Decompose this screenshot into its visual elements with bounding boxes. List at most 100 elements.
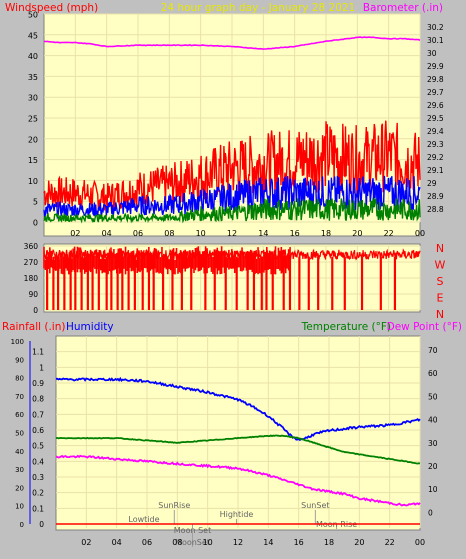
annotation-label: MoonSet	[175, 538, 210, 547]
compass-label: E	[437, 292, 444, 305]
humidity-tick-label: 70	[15, 393, 24, 401]
wind-series	[43, 36, 421, 224]
rainfall-tick-label: 1	[39, 363, 44, 372]
temperature-tick-label: 0	[428, 508, 433, 517]
wind-tick-label: 25	[28, 115, 38, 124]
wind-tick-label: 30	[28, 94, 38, 103]
wind-y-axis-ticks: 0 5 10 15 20 25 30 35 40 45 50	[28, 11, 38, 228]
wind-tick-label: 20	[28, 135, 38, 144]
rainfall-tick-label: 0.9	[32, 379, 44, 388]
temperature-line	[55, 434, 421, 465]
humidity-tick-label: 90	[15, 356, 24, 364]
barometer-axis-label: Barometer (.in)	[363, 2, 443, 14]
temperature-axis-label: Temperature (°F)	[301, 321, 391, 333]
x-tick-label: 06	[142, 538, 152, 547]
graph-title: 24 hour graph day - January 28 2021	[161, 2, 356, 14]
humidity-tick-label: 0	[20, 521, 24, 529]
wind-tick-label: 45	[28, 31, 38, 40]
x-tick-label: 02	[70, 229, 80, 238]
x-tick-label: 08	[164, 229, 174, 238]
windspeed-average-line	[43, 175, 421, 220]
x-tick-label: 16	[294, 538, 304, 547]
rainfall-tick-label: 0.4	[32, 457, 44, 466]
compass-label: N	[436, 308, 444, 321]
humidity-tick-label: 100	[11, 338, 24, 346]
temperature-tick-label: 50	[428, 392, 438, 401]
barometer-tick-label: 29.4	[427, 127, 444, 136]
barometer-tick-label: 30.1	[427, 36, 444, 45]
temperature-series	[55, 376, 421, 525]
x-tick-label: 20	[354, 538, 364, 547]
humidity-tick-label: 40	[15, 448, 24, 456]
barometer-tick-label: 29.6	[427, 101, 444, 110]
rainfall-tick-label: 0	[39, 520, 44, 529]
wind-tick-label: 0	[33, 219, 38, 228]
rainfall-tick-label: 1.1	[32, 348, 44, 357]
x-tick-label: 04	[112, 538, 122, 547]
barometer-tick-label: 29.1	[427, 166, 444, 175]
compass-label: N	[436, 242, 444, 255]
rainfall-tick-label: 0.1	[32, 504, 44, 513]
x-tick-label: 20	[352, 229, 362, 238]
barometer-tick-label: 29.2	[427, 153, 444, 162]
barometer-line	[43, 36, 421, 50]
direction-series	[43, 246, 421, 310]
annotation-label: Lowtide	[128, 515, 159, 524]
x-tick-label: 10	[196, 229, 206, 238]
humidity-tick-label: 50	[15, 430, 24, 438]
x-tick-label: 06	[133, 229, 143, 238]
x-tick-label: 22	[384, 229, 394, 238]
rainfall-axis-label: Rainfall (.in)	[2, 321, 65, 333]
wind-tick-label: 50	[28, 11, 38, 20]
barometer-tick-label: 30	[427, 49, 437, 58]
temperature-tick-label: 10	[428, 485, 438, 494]
x-tick-label: 12	[233, 538, 243, 547]
temperature-tick-label: 70	[428, 346, 438, 355]
humidity-y-axis-ticks: 0 10 20 30 40 50 60 70 80 90 100	[11, 338, 31, 529]
barometer-tick-label: 28.8	[427, 205, 444, 214]
wind-tick-label: 35	[28, 73, 38, 82]
direction-tick-label: 360	[24, 242, 39, 251]
barometer-tick-label: 29.9	[427, 62, 444, 71]
x-tick-label: 22	[385, 538, 395, 547]
barometer-tick-label: 29.8	[427, 75, 444, 84]
dewpoint-axis-label: Dew Point (°F)	[387, 321, 462, 333]
wind-tick-label: 40	[28, 52, 38, 61]
barometer-y-axis-ticks: 28.8 28.9 29 29.1 29.2 29.3 29.4 29.5 29.6 29.7 29…	[427, 23, 444, 214]
x-tick-label: 18	[321, 229, 331, 238]
x-tick-label: 14	[258, 229, 268, 238]
humidity-tick-label: 10	[15, 503, 24, 511]
barometer-tick-label: 29.3	[427, 140, 444, 149]
x-tick-label: 12	[227, 229, 237, 238]
direction-y-axis-ticks: 0 90 180 270 360	[24, 242, 39, 315]
direction-tick-label: 270	[24, 258, 39, 267]
barometer-tick-label: 29.5	[427, 114, 444, 123]
humidity-tick-label: 20	[15, 484, 24, 492]
humidity-tick-label: 80	[15, 375, 24, 383]
annotation-label: SunSet	[301, 501, 329, 510]
wind-tick-label: 15	[28, 156, 38, 165]
x-tick-label: 00	[415, 229, 425, 238]
x-tick-label: 02	[81, 538, 91, 547]
direction-tick-label: 0	[33, 306, 38, 315]
rainfall-tick-label: 0.3	[32, 473, 44, 482]
x-tick-label: 14	[263, 538, 273, 547]
temperature-tick-label: 60	[428, 369, 438, 378]
temperature-tick-label: 40	[428, 416, 438, 425]
rainfall-y-axis-ticks: 0 0.1 0.2 0.3 0.4 0.5 0.6 0.7 0.8 0.9 1 1.1	[32, 348, 44, 529]
x-tick-label: 00	[415, 538, 425, 547]
x-tick-label: 16	[290, 229, 300, 238]
x-tick-label: 18	[324, 538, 334, 547]
rainfall-tick-label: 0.7	[32, 410, 44, 419]
top-x-axis-ticks: 02 04 06 08 10 12 14 16 18 20 22 00	[70, 229, 425, 238]
annotation-label: Hightide	[220, 510, 254, 519]
direction-tick-label: 90	[28, 290, 38, 299]
barometer-tick-label: 29.7	[427, 88, 444, 97]
rainfall-tick-label: 0.8	[32, 395, 44, 404]
